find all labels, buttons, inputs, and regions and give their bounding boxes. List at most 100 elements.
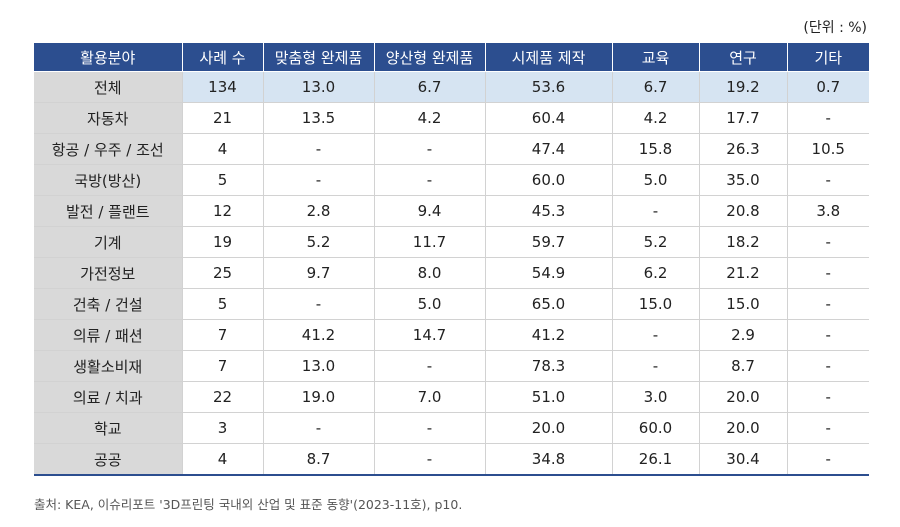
table-cell: 4.2: [611, 102, 700, 134]
table-cell: -: [373, 133, 486, 165]
table-cell: 5.0: [373, 288, 486, 320]
table-row: 의료 / 치과 22 19.0 7.0 51.0 3.0 20.0-: [34, 381, 869, 413]
table-row: 기계 19 5.2 11.7 59.7 5.2 18.2-: [34, 226, 869, 258]
table-row: 의류 / 패션 7 41.2 14.7 41.2-2.9-: [34, 319, 869, 351]
table-cell: 9.7: [262, 257, 375, 289]
row-label: 국방(방산): [34, 164, 183, 196]
table-cell: 51.0: [484, 381, 613, 413]
table-cell: 20.0: [698, 381, 788, 413]
table-cell: 21: [181, 102, 264, 134]
table-row: 공공 4 8.7-34.8 26.1 30.4-: [34, 443, 869, 476]
row-label: 기계: [34, 226, 183, 258]
column-header: 맞춤형 완제품: [262, 43, 375, 72]
table-cell: -: [786, 257, 869, 289]
table-cell: 3.0: [611, 381, 700, 413]
table-cell: -: [786, 350, 869, 382]
table-cell: 134: [181, 71, 264, 103]
table-cell: 9.4: [373, 195, 486, 227]
table-cell: 3: [181, 412, 264, 444]
table-cell: 34.8: [484, 443, 613, 476]
table-cell: 8.0: [373, 257, 486, 289]
table-cell: -: [786, 412, 869, 444]
table-cell: -: [611, 350, 700, 382]
table-cell: 3.8: [786, 195, 869, 227]
table-cell: 13.0: [262, 71, 375, 103]
table-cell: 5.2: [611, 226, 700, 258]
table-cell: 21.2: [698, 257, 788, 289]
column-header: 기타: [786, 43, 869, 72]
table-cell: 7.0: [373, 381, 486, 413]
table-row: 국방(방산) 5- -60.0 5.0 35.0-: [34, 164, 869, 196]
table-cell: -: [373, 412, 486, 444]
table-cell: 22: [181, 381, 264, 413]
data-table: 활용분야 사례 수 맞춤형 완제품 양산형 완제품 시제품 제작 교육 연구 기타 전체 134…: [34, 43, 869, 476]
table-cell: 8.7: [262, 443, 375, 476]
row-label: 전체: [34, 71, 183, 103]
table-cell: -: [262, 412, 375, 444]
table-cell: 60.4: [484, 102, 613, 134]
table-cell: 2.9: [698, 319, 788, 351]
column-header: 사례 수: [181, 43, 264, 72]
row-label: 의류 / 패션: [34, 319, 183, 351]
table-cell: 4: [181, 443, 264, 476]
table-row: 발전 / 플랜트 12 2.8 9.4 45.3-20.8 3.8: [34, 195, 869, 227]
table-cell: 15.0: [611, 288, 700, 320]
table-cell: 10.5: [786, 133, 869, 165]
row-label: 건축 / 건설: [34, 288, 183, 320]
row-label: 발전 / 플랜트: [34, 195, 183, 227]
table-body: 전체 134 13.0 6.7 53.6 6.7 19.2 0.7 자동차 21 13.5 4.2 60…: [34, 71, 869, 476]
table-cell: 19.2: [698, 71, 788, 103]
table-cell: 11.7: [373, 226, 486, 258]
row-label: 가전정보: [34, 257, 183, 289]
table-cell: 65.0: [484, 288, 613, 320]
table-cell: 15.0: [698, 288, 788, 320]
table-cell: 41.2: [484, 319, 613, 351]
table-cell: 53.6: [484, 71, 613, 103]
table-row: 건축 / 건설 5-5.0 65.0 15.0 15.0-: [34, 288, 869, 320]
table-cell: 19.0: [262, 381, 375, 413]
table-cell: -: [262, 133, 375, 165]
column-header: 양산형 완제품: [373, 43, 486, 72]
column-header: 연구: [698, 43, 788, 72]
table-cell: 41.2: [262, 319, 375, 351]
table-cell: 19: [181, 226, 264, 258]
column-header: 시제품 제작: [484, 43, 613, 72]
table-cell: -: [786, 443, 869, 476]
table-cell: 17.7: [698, 102, 788, 134]
table-cell: -: [262, 288, 375, 320]
table-cell: -: [786, 164, 869, 196]
table-cell: 60.0: [611, 412, 700, 444]
table-cell: -: [786, 288, 869, 320]
table-cell: 13.0: [262, 350, 375, 382]
table-cell: -: [373, 350, 486, 382]
table-cell: 78.3: [484, 350, 613, 382]
source-note: 출처: KEA, 이슈리포트 '3D프린팅 국내외 산업 및 표준 동향'(20…: [34, 497, 463, 512]
table-row: 가전정보 25 9.7 8.0 54.9 6.2 21.2-: [34, 257, 869, 289]
table-cell: 0.7: [786, 71, 869, 103]
table-cell: 47.4: [484, 133, 613, 165]
table-header: 활용분야 사례 수 맞춤형 완제품 양산형 완제품 시제품 제작 교육 연구 기타: [34, 43, 869, 72]
table-cell: -: [373, 443, 486, 476]
table-cell: 20.0: [698, 412, 788, 444]
column-header: 활용분야: [34, 43, 183, 72]
table-row: 자동차 21 13.5 4.2 60.4 4.2 17.7-: [34, 102, 869, 134]
table-cell: 4.2: [373, 102, 486, 134]
table-cell: 6.2: [611, 257, 700, 289]
table-cell: 15.8: [611, 133, 700, 165]
table-cell: 12: [181, 195, 264, 227]
table-cell: 7: [181, 319, 264, 351]
header-row: 활용분야 사례 수 맞춤형 완제품 양산형 완제품 시제품 제작 교육 연구 기타: [34, 43, 869, 72]
table-cell: -: [786, 102, 869, 134]
table-cell: -: [262, 164, 375, 196]
row-label: 항공 / 우주 / 조선: [34, 133, 183, 165]
table-cell: 30.4: [698, 443, 788, 476]
table-cell: 14.7: [373, 319, 486, 351]
table-cell: 6.7: [611, 71, 700, 103]
row-label: 자동차: [34, 102, 183, 134]
table-cell: -: [786, 226, 869, 258]
table-cell: 20.8: [698, 195, 788, 227]
table-row: 학교 3- -20.0 60.0 20.0-: [34, 412, 869, 444]
table-cell: 35.0: [698, 164, 788, 196]
table-cell: 45.3: [484, 195, 613, 227]
table-cell: 7: [181, 350, 264, 382]
